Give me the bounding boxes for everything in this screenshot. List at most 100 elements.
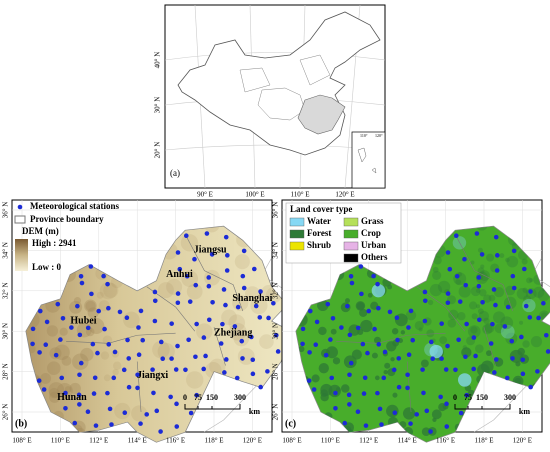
station <box>63 405 68 411</box>
station <box>365 350 370 356</box>
station <box>510 356 515 361</box>
station <box>204 231 210 236</box>
station <box>381 375 387 381</box>
station <box>420 367 425 372</box>
relief <box>250 296 268 315</box>
station <box>408 421 413 426</box>
station <box>348 360 354 366</box>
relief <box>228 314 246 332</box>
station <box>37 308 43 314</box>
station <box>250 371 256 377</box>
station <box>471 366 476 372</box>
station <box>169 356 174 361</box>
relief <box>157 342 175 361</box>
station <box>511 285 517 291</box>
station <box>395 337 400 343</box>
relief <box>96 291 104 299</box>
forest-patch <box>433 256 442 265</box>
relief <box>152 340 170 359</box>
forest-patch <box>545 372 550 377</box>
scale-number: 300 <box>504 393 516 402</box>
station <box>192 256 197 262</box>
relief <box>73 297 82 305</box>
station <box>493 234 499 240</box>
station <box>174 401 179 407</box>
forest-patch <box>475 304 481 309</box>
scale-bar <box>184 404 241 410</box>
station <box>168 394 173 400</box>
forest-patch <box>477 247 483 253</box>
relief <box>261 284 276 300</box>
station <box>121 367 127 373</box>
station <box>117 309 123 315</box>
station <box>359 291 364 297</box>
station <box>203 353 208 359</box>
station <box>78 360 84 366</box>
lat-label: 40° N <box>154 52 162 69</box>
forest-patch <box>391 328 399 335</box>
station <box>241 285 247 291</box>
station <box>77 372 82 378</box>
scale-number: 0 <box>183 393 187 402</box>
station <box>330 315 336 321</box>
station <box>476 275 482 280</box>
forest-patch <box>475 271 489 284</box>
relief <box>112 368 119 376</box>
station <box>405 372 410 378</box>
forest-patch <box>505 257 510 263</box>
lat-label: 26° N <box>272 404 280 421</box>
relief <box>259 334 274 349</box>
station <box>473 353 478 359</box>
station <box>528 384 533 390</box>
forest-patch <box>479 289 487 297</box>
station <box>154 408 160 414</box>
station <box>55 301 61 307</box>
forest-patch <box>467 389 475 397</box>
station <box>311 387 317 392</box>
legend-title: Land cover type <box>290 204 352 214</box>
station <box>257 315 263 320</box>
station <box>375 390 380 396</box>
lon-label: 116° E <box>166 437 185 445</box>
station <box>520 357 526 363</box>
forest-patch <box>492 311 506 324</box>
station <box>346 392 352 398</box>
forest-patch <box>471 313 478 320</box>
forest-patch <box>438 403 447 412</box>
forest-patch <box>343 432 350 438</box>
forest-patch <box>339 432 350 442</box>
station <box>266 315 271 321</box>
forest-patch <box>505 332 518 345</box>
forest-patch <box>418 327 423 332</box>
station <box>488 341 494 346</box>
station <box>174 424 180 429</box>
forest-patch <box>506 255 519 268</box>
station <box>504 375 510 381</box>
legend-text: Province boundary <box>30 214 104 224</box>
station <box>249 334 254 340</box>
station <box>493 302 498 308</box>
station <box>422 289 428 295</box>
relief <box>244 286 260 302</box>
forest-patch <box>373 336 381 344</box>
station <box>90 341 96 347</box>
station <box>414 412 420 417</box>
forest-patch <box>545 423 550 430</box>
legend-swatch <box>343 241 359 251</box>
lat-label: 34° N <box>272 242 280 259</box>
forest-patch <box>486 253 495 262</box>
relief <box>85 300 96 312</box>
forest-patch <box>522 340 530 348</box>
province-label: Jiangsu <box>194 245 227 256</box>
station <box>60 315 66 321</box>
station <box>494 357 499 362</box>
lat-label: 36° N <box>2 202 10 219</box>
station <box>85 325 91 331</box>
forest-patch <box>546 239 550 252</box>
lat-label: 28° N <box>2 363 10 380</box>
station <box>89 291 94 297</box>
scale-number: 300 <box>234 393 246 402</box>
forest-patch <box>455 279 462 285</box>
station <box>444 401 449 407</box>
